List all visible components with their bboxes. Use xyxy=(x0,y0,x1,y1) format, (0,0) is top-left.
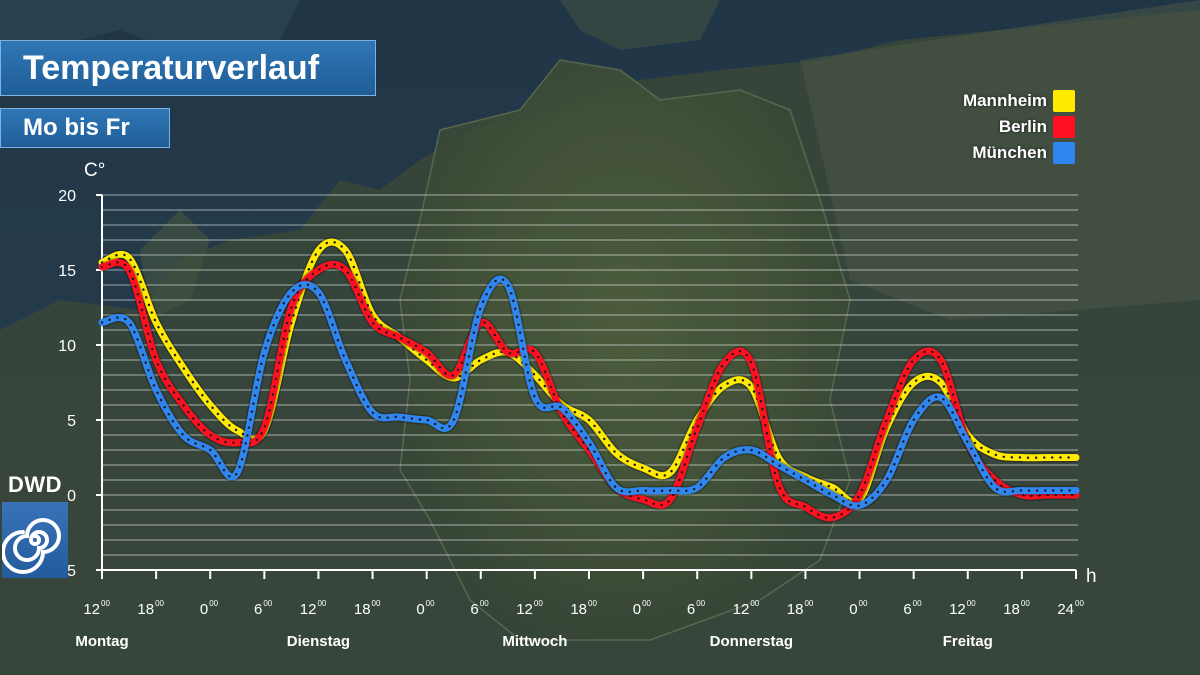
legend-label: Mannheim xyxy=(962,91,1047,110)
x-tick-label: 6 xyxy=(254,601,262,618)
y-axis-label: C° xyxy=(84,160,105,181)
x-tick-label: 12 xyxy=(733,601,750,618)
series-shadow xyxy=(100,237,1076,508)
x-tick-minutes: 00 xyxy=(1075,599,1084,608)
x-tick-label: 18 xyxy=(137,601,154,618)
x-tick-minutes: 00 xyxy=(642,599,651,608)
series-shadow xyxy=(100,274,1076,511)
day-label: Montag xyxy=(75,633,128,650)
x-tick-label: 6 xyxy=(687,601,695,618)
day-label: Donnerstag xyxy=(710,633,793,650)
x-tick-label: 0 xyxy=(633,601,641,618)
x-tick-label: 12 xyxy=(516,601,533,618)
x-tick-minutes: 00 xyxy=(696,599,705,608)
x-tick-minutes: 00 xyxy=(155,599,164,608)
series-dots xyxy=(100,277,1078,508)
x-tick-label: 18 xyxy=(1003,601,1020,618)
dwd-spiral-icon xyxy=(1,502,68,578)
series-line xyxy=(98,275,1080,510)
x-tick-label: 0 xyxy=(200,601,208,618)
x-tick-label: 0 xyxy=(416,601,424,618)
chart-title: Temperaturverlauf xyxy=(0,40,376,96)
x-tick-minutes: 00 xyxy=(804,599,813,608)
x-axis-label: h xyxy=(1086,566,1097,587)
y-tick-label: 20 xyxy=(58,188,76,205)
x-tick-minutes: 00 xyxy=(209,599,218,608)
x-tick-minutes: 00 xyxy=(534,599,543,608)
x-tick-minutes: 00 xyxy=(859,599,868,608)
chart-subtitle: Mo bis Fr xyxy=(0,108,170,148)
legend-item: München xyxy=(963,140,1075,166)
day-label: Mittwoch xyxy=(502,633,567,650)
x-tick-label: 0 xyxy=(849,601,857,618)
dwd-logo: DWD xyxy=(1,470,68,580)
x-tick-minutes: 00 xyxy=(967,599,976,608)
y-tick-label: 5 xyxy=(67,413,76,430)
legend-swatch xyxy=(1053,142,1075,164)
dwd-logo-text: DWD xyxy=(7,472,63,497)
x-tick-minutes: 00 xyxy=(750,599,759,608)
legend-label: München xyxy=(972,143,1047,162)
y-tick-label: 15 xyxy=(58,263,76,280)
x-tick-minutes: 00 xyxy=(1021,599,1030,608)
y-tick-label: 0 xyxy=(67,488,76,505)
x-tick-label: 12 xyxy=(83,601,100,618)
x-tick-minutes: 00 xyxy=(480,599,489,608)
legend-item: Mannheim xyxy=(963,88,1075,114)
x-tick-label: 6 xyxy=(470,601,478,618)
x-tick-minutes: 00 xyxy=(426,599,435,608)
legend-item: Berlin xyxy=(963,114,1075,140)
x-tick-minutes: 00 xyxy=(372,599,381,608)
legend-swatch xyxy=(1053,116,1075,138)
x-tick-minutes: 00 xyxy=(317,599,326,608)
x-tick-label: 12 xyxy=(300,601,317,618)
x-tick-minutes: 00 xyxy=(101,599,110,608)
x-tick-label: 6 xyxy=(903,601,911,618)
x-tick-minutes: 00 xyxy=(913,599,922,608)
day-label: Freitag xyxy=(943,633,993,650)
series-dots xyxy=(100,261,1078,520)
x-tick-minutes: 00 xyxy=(263,599,272,608)
legend-swatch xyxy=(1053,90,1075,112)
y-tick-label: 10 xyxy=(58,338,76,355)
x-tick-label: 18 xyxy=(570,601,587,618)
x-tick-label: 24 xyxy=(1057,601,1074,618)
x-tick-label: 18 xyxy=(787,601,804,618)
legend-label: Berlin xyxy=(998,117,1047,136)
x-tick-label: 12 xyxy=(949,601,966,618)
x-tick-label: 18 xyxy=(354,601,371,618)
legend: Mannheim Berlin München xyxy=(963,88,1075,166)
x-tick-minutes: 00 xyxy=(588,599,597,608)
day-label: Dienstag xyxy=(287,633,350,650)
